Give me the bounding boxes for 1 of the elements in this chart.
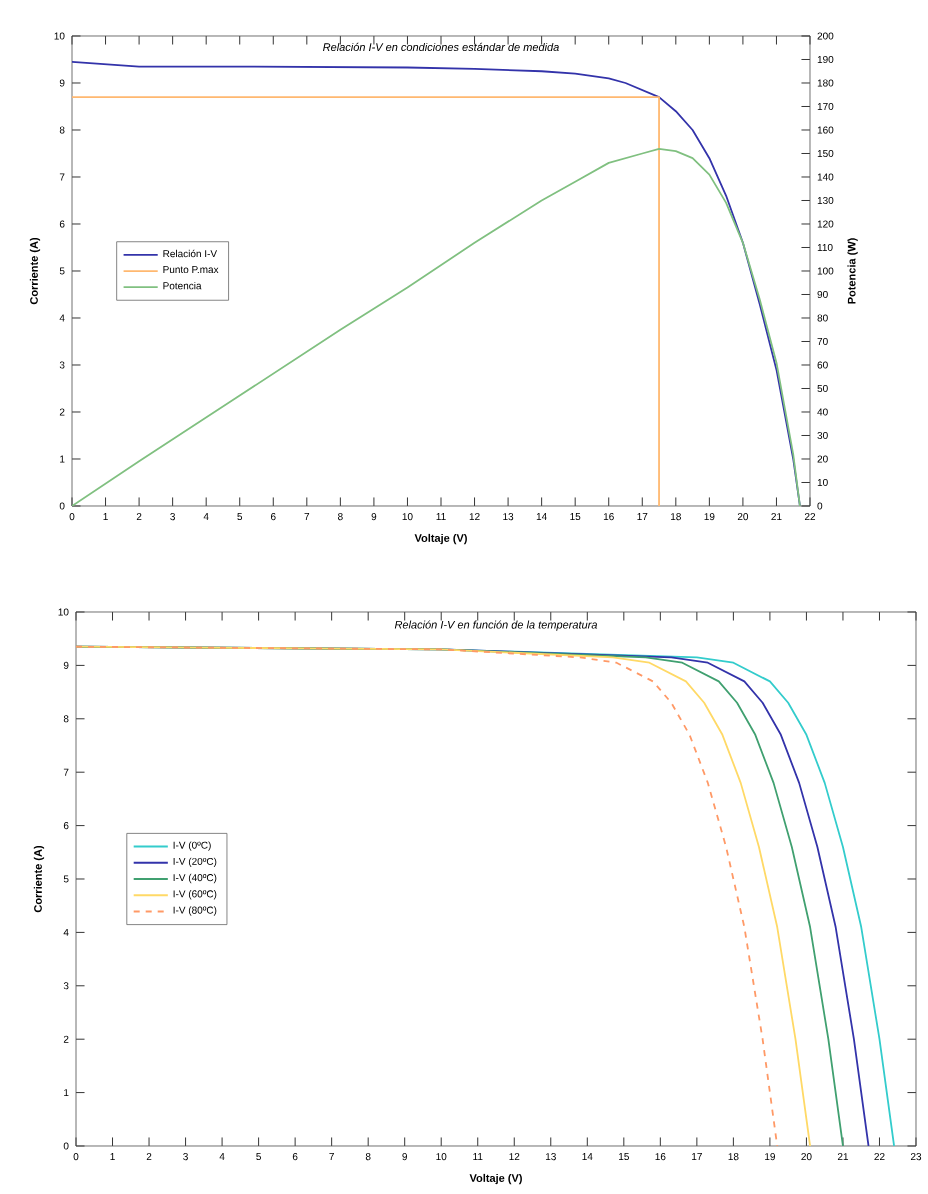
line-series xyxy=(71,147,801,506)
